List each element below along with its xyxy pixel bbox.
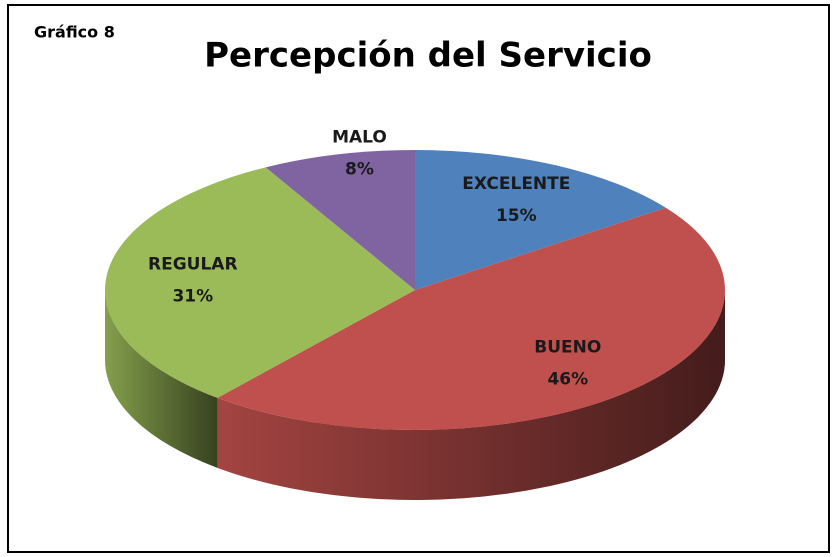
data-label-name: EXCELENTE (462, 174, 570, 194)
chart-title: Percepción del Servicio (204, 36, 652, 76)
data-label-name: BUENO (534, 337, 601, 357)
slice (415, 150, 666, 290)
chart-annotation: Gráfico 8 (34, 23, 115, 42)
slice (104, 167, 415, 398)
data-label-value: 46% (547, 369, 588, 389)
data-label-name: REGULAR (148, 255, 238, 275)
slice (217, 207, 726, 431)
slice (265, 150, 415, 290)
data-label-value: 15% (496, 206, 537, 226)
data-label-value: 31% (172, 287, 213, 307)
data-label-name: MALO (332, 128, 387, 148)
slice-side-shade (105, 290, 218, 468)
data-label-value: 8% (345, 160, 374, 180)
slice-side-shade (217, 290, 725, 500)
